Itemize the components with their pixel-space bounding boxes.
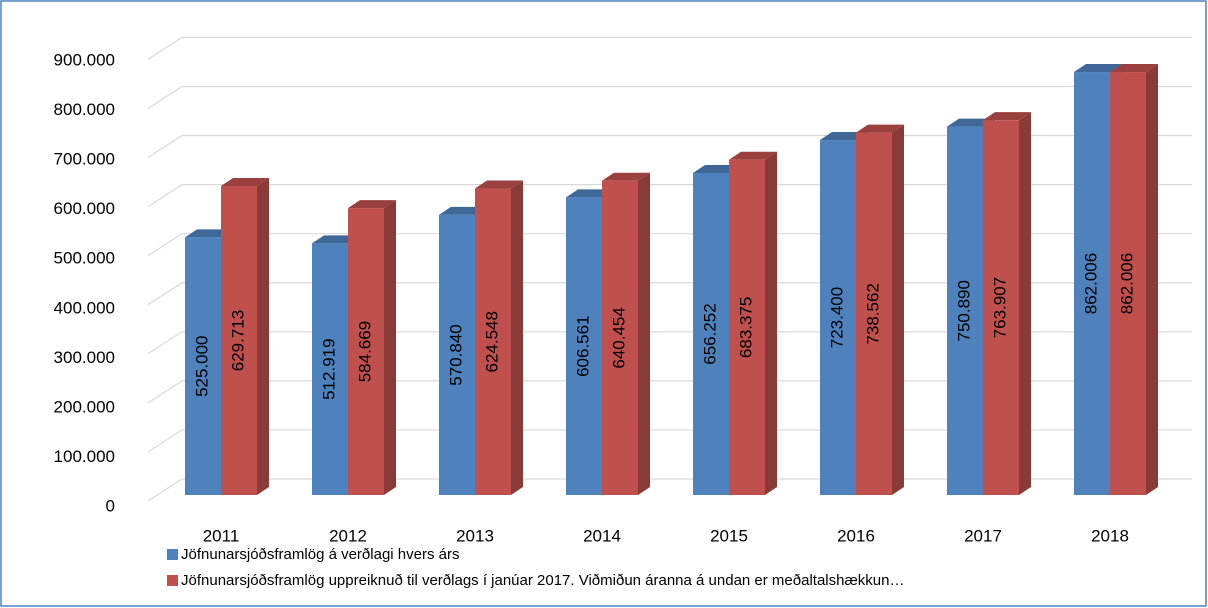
bar-front [1110,72,1146,495]
x-tick-label: 2016 [837,526,875,545]
value-label: 862.006 [1081,253,1100,314]
bar-front [729,159,765,495]
bar-front [312,243,348,495]
grid-line [147,36,1192,60]
bar [983,112,1031,495]
legend-label: Jöfnunarsjóðsframlög uppreiknuð til verð… [181,572,905,589]
y-tick-label: 0 [106,496,115,515]
value-label: 862.006 [1117,253,1136,314]
y-tick-label: 100.000 [54,447,115,466]
bar [348,200,396,495]
bar-front [566,197,602,495]
bar-side [257,178,269,496]
bar-side [892,124,904,495]
bar-side [1019,112,1031,495]
value-label: 750.890 [954,280,973,341]
x-tick-label: 2015 [710,526,748,545]
value-label: 624.548 [482,311,501,372]
x-tick-label: 2012 [329,526,367,545]
bar-front [185,237,221,495]
bar-top [348,200,396,209]
legend-label: Jöfnunarsjóðsframlög á verðlagi hvers ár… [181,546,459,563]
bar-top [856,124,904,133]
value-label: 640.454 [609,307,628,368]
bar-top [983,112,1031,121]
bar [856,124,904,495]
bar-top [475,180,523,189]
x-tick-label: 2013 [456,526,494,545]
value-label: 606.561 [573,315,592,376]
bar [475,180,523,495]
bar-front [221,186,257,496]
value-label: 656.252 [700,303,719,364]
bar [221,178,269,496]
x-tick-label: 2011 [203,526,240,545]
y-tick-label: 500.000 [54,249,115,268]
bar-side [384,200,396,495]
x-tick-label: 2017 [964,526,1002,545]
bar-top [1110,64,1158,73]
bar [602,172,650,496]
bar [1110,64,1158,495]
value-label: 525.000 [192,335,211,396]
bar-front [693,172,729,495]
y-tick-label: 400.000 [54,298,115,317]
y-tick-label: 600.000 [54,199,115,218]
bar-front [856,132,892,495]
value-label: 738.562 [863,283,882,344]
legend-swatch [167,575,178,586]
value-label: 723.400 [827,287,846,348]
value-label: 570.840 [446,324,465,385]
bar-top [729,151,777,160]
bar-front [947,126,983,496]
value-label: 629.713 [228,310,247,371]
bar-front [1074,72,1110,495]
bar-top [602,172,650,181]
x-tick-label: 2018 [1091,526,1129,545]
y-tick-label: 800.000 [54,100,115,119]
bar [729,151,777,495]
bar-side [638,172,650,496]
y-tick-label: 300.000 [54,348,115,367]
bar-front [439,214,475,495]
bar-side [511,180,523,495]
y-tick-label: 200.000 [54,397,115,416]
bar-front [983,120,1019,495]
x-tick-label: 2014 [583,526,621,545]
value-label: 683.375 [736,297,755,358]
value-label: 512.919 [319,338,338,399]
bar-front [348,208,384,495]
y-tick-label: 700.000 [54,150,115,169]
bar-top [221,178,269,187]
bar-front [820,140,856,495]
bar-side [765,151,777,495]
grid-line [147,85,1192,109]
bar-side [1146,64,1158,495]
legend-swatch [167,549,178,560]
bar-front [602,180,638,496]
value-label: 763.907 [990,277,1009,338]
bar-top [1074,64,1122,73]
bar-front [475,188,511,495]
value-label: 584.669 [355,321,374,382]
y-tick-label: 900.000 [54,50,115,69]
